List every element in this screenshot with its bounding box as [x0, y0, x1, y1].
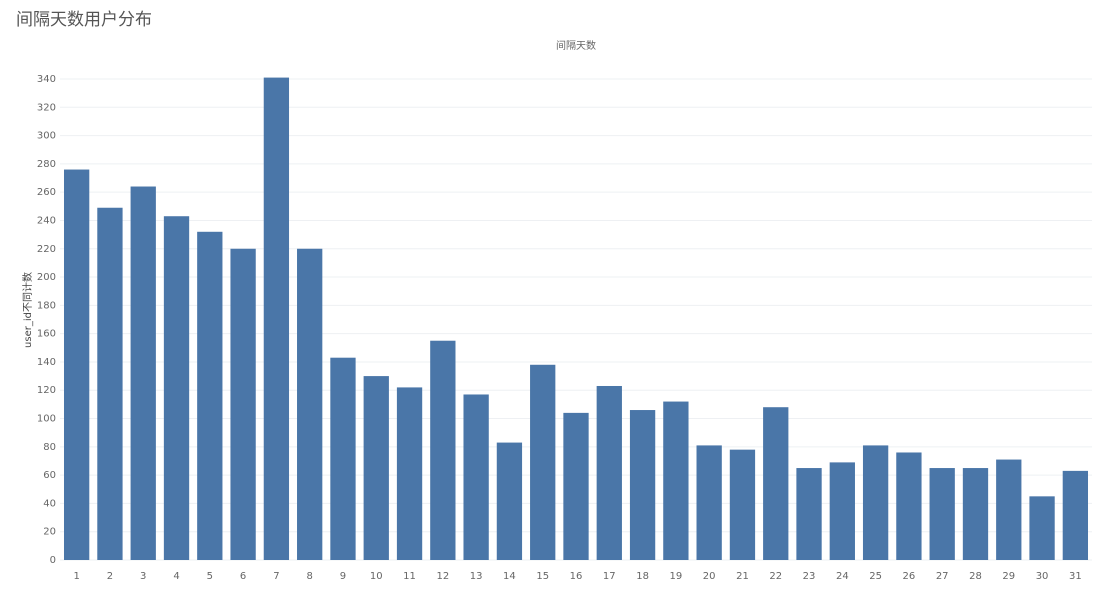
bar	[263, 77, 290, 560]
bar	[862, 445, 889, 560]
x-tick-label: 26	[903, 571, 916, 582]
bar	[663, 401, 689, 560]
bar	[130, 186, 156, 561]
chart-subtitle: 间隔天数	[556, 39, 596, 52]
x-tick-label: 25	[869, 571, 882, 582]
bar	[996, 459, 1022, 560]
bar	[563, 412, 589, 560]
y-tick-label: 100	[37, 414, 56, 425]
y-tick-label: 140	[37, 357, 56, 368]
bar	[363, 376, 389, 560]
bar	[763, 407, 789, 560]
y-tick-label: 260	[37, 187, 56, 198]
bar	[962, 468, 989, 560]
x-tick-label: 10	[370, 571, 383, 582]
bar	[530, 364, 556, 560]
bar	[197, 231, 223, 560]
bar	[729, 449, 756, 560]
x-tick-label: 21	[736, 571, 749, 582]
x-tick-label: 23	[803, 571, 816, 582]
x-tick-label: 12	[436, 571, 449, 582]
bar	[163, 216, 190, 560]
x-tick-label: 22	[769, 571, 782, 582]
y-tick-label: 180	[37, 300, 56, 311]
x-tick-label: 19	[670, 571, 683, 582]
x-tick-label: 3	[140, 571, 146, 582]
y-axis-label: user_id不同计数	[21, 272, 34, 348]
bar	[463, 394, 489, 560]
bar	[1029, 496, 1055, 560]
x-tick-label: 17	[603, 571, 616, 582]
y-tick-label: 220	[37, 244, 56, 255]
y-tick-label: 200	[37, 272, 56, 283]
y-tick-label: 20	[43, 527, 56, 538]
x-tick-label: 11	[403, 571, 416, 582]
bar	[896, 452, 922, 560]
bar	[1062, 470, 1089, 560]
bar	[596, 385, 622, 560]
x-tick-label: 6	[240, 571, 246, 582]
y-tick-label: 60	[43, 470, 56, 481]
x-tick-label: 2	[107, 571, 113, 582]
x-tick-label: 29	[1002, 571, 1015, 582]
bar	[829, 462, 855, 560]
bar	[63, 169, 90, 560]
x-tick-label: 16	[570, 571, 583, 582]
y-tick-label: 240	[37, 215, 56, 226]
chart-title: 间隔天数用户分布	[16, 10, 152, 30]
bar	[230, 248, 256, 560]
bar	[929, 468, 955, 560]
bar	[97, 207, 123, 561]
x-tick-label: 24	[836, 571, 849, 582]
x-tick-label: 7	[273, 571, 279, 582]
y-tick-label: 160	[37, 329, 56, 340]
y-tick-label: 120	[37, 385, 56, 396]
y-tick-label: 80	[43, 442, 56, 453]
y-tick-label: 0	[50, 555, 56, 566]
x-tick-label: 27	[936, 571, 949, 582]
y-tick-label: 300	[37, 131, 56, 142]
x-tick-label: 30	[1036, 571, 1049, 582]
y-tick-label: 280	[37, 159, 56, 170]
bar	[496, 442, 523, 560]
bar	[330, 357, 356, 560]
x-tick-label: 8	[306, 571, 312, 582]
bar	[297, 248, 323, 560]
x-tick-label: 31	[1069, 571, 1082, 582]
bar	[796, 468, 822, 560]
x-tick-label: 20	[703, 571, 716, 582]
y-tick-label: 340	[37, 74, 56, 85]
bar	[696, 445, 722, 560]
x-tick-label: 18	[636, 571, 649, 582]
x-tick-label: 28	[969, 571, 982, 582]
x-tick-label: 1	[73, 571, 79, 582]
y-tick-label: 320	[37, 102, 56, 113]
x-tick-label: 9	[340, 571, 346, 582]
bar	[430, 340, 456, 560]
x-tick-label: 14	[503, 571, 516, 582]
x-tick-label: 5	[207, 571, 213, 582]
x-tick-label: 4	[173, 571, 179, 582]
x-tick-label: 13	[470, 571, 483, 582]
bar	[629, 410, 656, 560]
bar	[396, 387, 423, 560]
y-tick-label: 40	[43, 498, 56, 509]
x-tick-label: 15	[536, 571, 549, 582]
